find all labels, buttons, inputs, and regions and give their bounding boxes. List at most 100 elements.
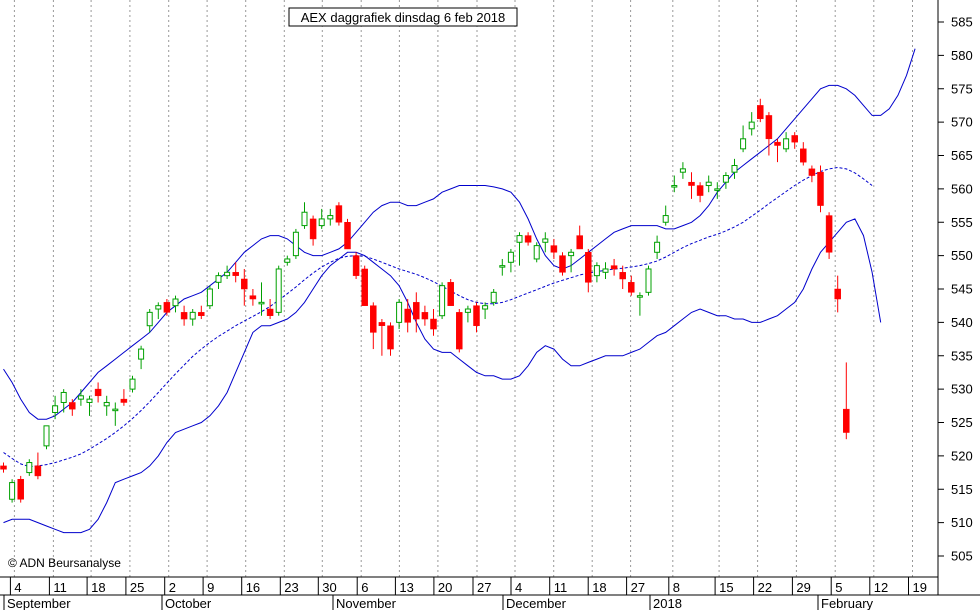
x-tick-label: 29 (796, 580, 810, 595)
candle-body (17, 478, 24, 500)
y-tick-label: 580 (951, 48, 973, 63)
candle-body (34, 465, 42, 477)
month-label: October (165, 596, 212, 610)
candle-body (60, 391, 67, 403)
candle-body (180, 312, 188, 320)
candle-body (705, 181, 712, 187)
candle-body (352, 255, 360, 276)
candle (224, 265, 231, 279)
x-tick-label: 27 (631, 580, 645, 595)
candle (77, 389, 84, 406)
candle-body (163, 302, 171, 313)
candle-body (370, 305, 377, 333)
candle (791, 132, 798, 149)
month-label: September (7, 596, 71, 610)
candle-body (834, 288, 841, 300)
candle-body (387, 325, 394, 350)
candle-body (241, 278, 248, 290)
upper-band-line (3, 48, 916, 420)
candle-body (585, 252, 592, 283)
candle-body (748, 121, 755, 130)
candle (378, 319, 386, 356)
candle (163, 299, 171, 316)
candle-body (155, 305, 162, 310)
candle (129, 375, 136, 393)
candle-body (77, 395, 84, 400)
y-tick-label: 510 (951, 515, 973, 530)
y-tick-label: 530 (951, 382, 973, 397)
candle-body (361, 268, 368, 306)
candle (774, 138, 781, 163)
candle (172, 295, 179, 313)
candle (765, 112, 773, 156)
y-axis-ticks: 505 510 515 520 525 530 535 540 545 550 555 560 565 5… (938, 15, 973, 564)
candle (335, 202, 343, 226)
candle-body (344, 222, 351, 250)
candle (731, 158, 738, 179)
bollinger-bands (3, 48, 916, 534)
y-tick-label: 565 (951, 148, 973, 163)
candle-body (645, 268, 652, 293)
candle (524, 232, 532, 246)
candle (447, 278, 454, 306)
candle-body (69, 402, 76, 410)
candle (120, 389, 128, 406)
y-tick-label: 550 (951, 248, 973, 263)
candle (421, 305, 429, 326)
candle-body (714, 188, 721, 191)
x-tick-label: 16 (246, 580, 260, 595)
candle (215, 272, 222, 289)
candle (103, 395, 110, 416)
candle (146, 309, 153, 333)
candle (69, 399, 76, 416)
candle-body (696, 185, 704, 196)
y-tick-label: 505 (951, 549, 973, 564)
candle-body (396, 301, 403, 323)
candle (602, 262, 609, 279)
candle (43, 425, 50, 450)
x-tick-label: 30 (322, 580, 336, 595)
candle (714, 182, 721, 199)
candle (610, 258, 618, 276)
candle-body (791, 135, 798, 143)
candle-body (439, 285, 446, 317)
candle-body (636, 295, 643, 298)
candle (189, 309, 196, 326)
candle (301, 202, 308, 229)
candle-body (568, 251, 575, 257)
candle (482, 302, 489, 320)
candle (696, 182, 704, 203)
candle-body (378, 322, 386, 326)
candle (628, 275, 635, 296)
candle-body (464, 308, 471, 313)
candle-body (52, 405, 59, 413)
candle-body (172, 298, 179, 307)
candle (550, 238, 558, 259)
candle (344, 218, 351, 250)
candle-body (266, 308, 274, 316)
candle-body (103, 401, 110, 407)
month-label: February (821, 596, 874, 610)
candle-body (593, 265, 600, 277)
candle-body (524, 235, 532, 243)
x-tick-label: 22 (758, 580, 772, 595)
candle (387, 322, 394, 356)
candle-body (292, 231, 299, 257)
candle-body (628, 282, 635, 293)
candle-body (258, 301, 265, 305)
candle-body (671, 185, 678, 188)
candle-body (430, 318, 437, 330)
candle-body (249, 295, 257, 300)
candle (499, 258, 506, 276)
candle-body (0, 465, 7, 470)
lower-band-line (3, 218, 882, 534)
candle (112, 402, 119, 426)
candle (533, 242, 540, 263)
x-tick-label: 20 (438, 580, 452, 595)
title-frame (288, 7, 518, 27)
candle (808, 165, 816, 183)
candle-body (499, 265, 506, 268)
candle-body (413, 302, 420, 320)
candle (636, 292, 643, 316)
